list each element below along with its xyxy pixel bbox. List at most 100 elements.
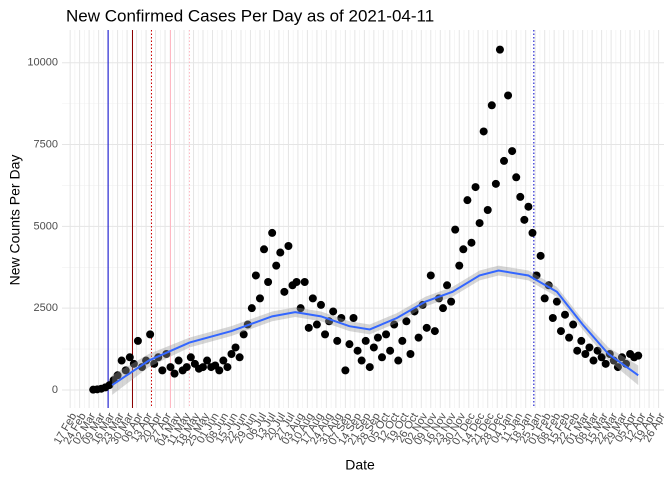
smooth-line [111, 269, 639, 386]
point [239, 330, 248, 339]
point [438, 304, 447, 313]
point [223, 363, 232, 372]
point [125, 353, 134, 362]
point [268, 228, 277, 237]
point [561, 310, 570, 319]
point [528, 228, 537, 237]
point [540, 294, 549, 303]
point [536, 251, 545, 260]
point [589, 356, 598, 365]
point [369, 343, 378, 352]
point [219, 356, 228, 365]
point [455, 261, 464, 270]
point [203, 356, 212, 365]
point [158, 366, 167, 375]
point [260, 245, 269, 254]
point [516, 192, 525, 201]
point [552, 297, 561, 306]
point [524, 202, 533, 211]
point [430, 327, 439, 336]
point [251, 271, 260, 280]
point [394, 356, 403, 365]
point [186, 353, 195, 362]
y-tick-label: 7500 [34, 138, 58, 150]
point [255, 294, 264, 303]
point [150, 359, 159, 368]
point [146, 330, 155, 339]
point [284, 242, 293, 250]
point [117, 356, 126, 365]
point [426, 271, 435, 280]
point [170, 369, 179, 378]
point [329, 307, 338, 316]
point [617, 353, 626, 362]
point [479, 127, 488, 136]
point [304, 323, 313, 332]
point [276, 248, 285, 257]
point [573, 346, 582, 355]
point [548, 314, 557, 322]
point [443, 281, 452, 290]
point [447, 297, 456, 306]
point [166, 363, 175, 372]
point [577, 336, 586, 345]
y-tick-label: 2500 [34, 302, 58, 314]
point [491, 179, 500, 188]
point [556, 327, 565, 336]
y-axis-label: New Counts Per Day [7, 155, 23, 286]
point [247, 304, 256, 313]
point [601, 359, 610, 368]
point [373, 333, 382, 342]
point [634, 351, 643, 360]
point [398, 336, 407, 345]
point [581, 350, 590, 358]
point [520, 215, 529, 224]
point [451, 225, 460, 234]
point [345, 340, 354, 349]
y-tick-label: 0 [52, 384, 58, 396]
point [585, 343, 594, 352]
point [231, 343, 240, 352]
point [182, 363, 191, 372]
point [129, 359, 138, 368]
point [357, 356, 366, 365]
point [341, 366, 350, 375]
point [300, 278, 309, 286]
point [512, 173, 521, 182]
point [349, 314, 358, 322]
point [296, 304, 305, 313]
point [422, 323, 431, 332]
point [593, 346, 602, 355]
point [365, 363, 374, 372]
point [475, 219, 484, 228]
point [569, 320, 578, 329]
point [532, 271, 541, 280]
chart-title: New Confirmed Cases Per Day as of 2021-0… [66, 6, 434, 25]
point [463, 196, 472, 205]
point [597, 353, 606, 362]
point [390, 320, 399, 329]
point [333, 336, 342, 345]
point [406, 350, 415, 358]
point [321, 330, 330, 339]
point [361, 336, 370, 345]
point [174, 356, 183, 365]
point [495, 45, 504, 54]
point [487, 101, 496, 110]
point [308, 294, 317, 303]
point [386, 346, 395, 355]
point [292, 278, 301, 286]
point [199, 363, 208, 372]
point [382, 330, 391, 339]
y-tick-label: 5000 [34, 220, 58, 232]
point [137, 363, 146, 372]
point [113, 371, 122, 380]
confidence-band [112, 265, 639, 395]
point [280, 287, 289, 296]
point [402, 317, 411, 326]
point [414, 333, 423, 342]
point [133, 336, 142, 345]
point [235, 353, 244, 362]
point [504, 91, 513, 100]
